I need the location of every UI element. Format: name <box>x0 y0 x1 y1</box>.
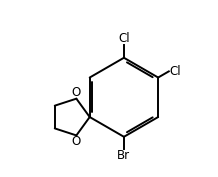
Text: Br: Br <box>117 149 131 162</box>
Text: O: O <box>72 86 81 99</box>
Text: Cl: Cl <box>170 65 181 78</box>
Text: O: O <box>72 135 81 148</box>
Text: Cl: Cl <box>118 32 130 45</box>
